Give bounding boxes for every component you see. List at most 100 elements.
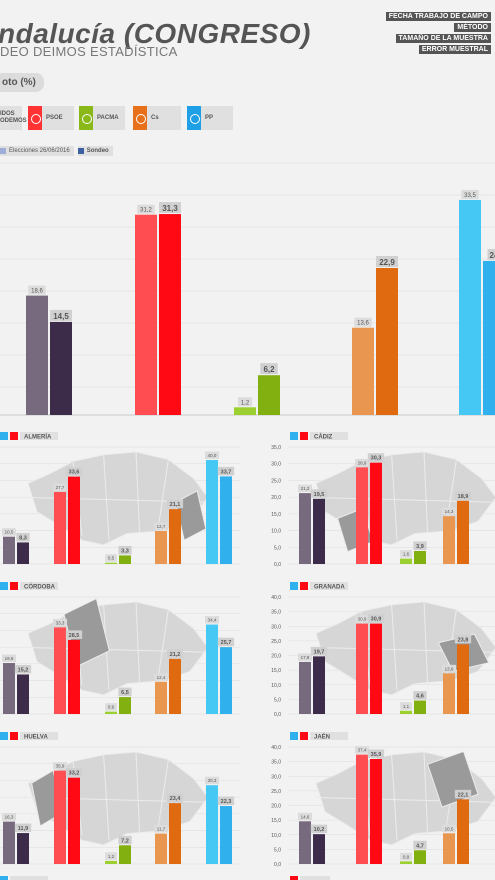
main-label-pacma-elecciones-bg <box>237 397 253 407</box>
panel-almeria-bar-podemos-sondeo <box>17 542 29 564</box>
panel-cadiz-bar-cs-sondeo <box>457 500 469 564</box>
panel-almeria-label-cs-sondeo-bg <box>166 499 184 509</box>
panel-huelva-label-cs-elecciones-bg <box>153 825 169 833</box>
panel-jaen-label-cs-elecciones: 10,5 <box>445 826 454 831</box>
party-podemos[interactable]: IDOS ODEMOS <box>0 106 27 130</box>
panel-jaen-border-2 <box>423 751 429 834</box>
panel-jaen-ytick-1: 35,0 <box>271 760 281 766</box>
panel-cadiz-bar-pacma-sondeo <box>414 550 426 564</box>
panel-almeria-bar-pacma-sondeo <box>119 555 131 564</box>
panel-huelva-label-podemos-elecciones-bg <box>1 813 17 821</box>
panel-granada-label-cs-sondeo: 23,8 <box>458 637 469 643</box>
main-label-cs-sondeo-bg <box>376 255 398 267</box>
panel-granada-label-podemos-sondeo: 19,7 <box>314 649 325 655</box>
panel-jaen-bar-podemos-sondeo <box>313 834 325 864</box>
panel-cordoba-label-podemos-sondeo: 15,2 <box>18 667 29 673</box>
panel-jaen-bar-cs-sondeo <box>457 799 469 864</box>
party-podemos-label: IDOS ODEMOS <box>0 111 27 124</box>
panel-cordoba-bar-pp-elecciones <box>206 624 218 714</box>
panel-huelva-bar-pacma-sondeo <box>119 845 131 864</box>
panel-huelva-bar-pp-sondeo <box>220 806 232 864</box>
panel-granada-label-pacma-elecciones-bg <box>400 702 412 710</box>
panel-huelva-label-pp-elecciones: 30,3 <box>208 778 217 783</box>
panel-granada-label-pacma-sondeo: 4,6 <box>416 694 424 700</box>
panel-granada-border-1 <box>391 604 398 691</box>
panel-cordoba-title: CÓRDOBA <box>24 583 56 591</box>
panel-almeria-label-podemos-elecciones: 10,5 <box>5 530 14 535</box>
panel-almeria-label-pacma-sondeo: 3,3 <box>121 548 129 554</box>
panel-cadiz-title-bg <box>310 432 348 440</box>
panel-cadiz-bar-cs-elecciones <box>443 516 455 564</box>
main-bar-pacma-elecciones <box>234 407 256 415</box>
panel-granada-label-podemos-sondeo-bg <box>310 646 328 656</box>
panel-huelva-bar-cs-elecciones <box>155 833 167 864</box>
panel-jaen-label-psoe-sondeo-bg <box>367 749 385 758</box>
party-pp[interactable]: PP <box>187 106 233 130</box>
panel-jaen-label-podemos-elecciones: 14,6 <box>301 814 310 819</box>
panel-huelva-label-pp-elecciones-bg <box>204 776 220 785</box>
panel-cordoba-label-pacma-elecciones: 0,9 <box>108 705 115 710</box>
panel-cadiz-label-cs-sondeo: 18,9 <box>458 494 469 500</box>
panel-granada-bar-pacma-elecciones <box>400 710 412 714</box>
next-panel-title-bg <box>10 876 48 880</box>
panel-granada-ytick-3: 25,0 <box>271 639 281 645</box>
panel-almeria-border-2 <box>135 451 141 534</box>
party-cs[interactable]: Cs <box>133 106 181 130</box>
panel-almeria-label-cs-elecciones-bg <box>153 522 169 530</box>
panel-cadiz-label-pacma-sondeo-bg <box>413 541 427 550</box>
legend-elecciones-label: Elecciones 26/06/2016 <box>9 148 70 154</box>
panel-jaen-label-cs-sondeo-bg <box>454 789 472 799</box>
panel-cadiz-ytick-5: 10,0 <box>271 529 281 535</box>
panel-almeria-label-pp-sondeo: 33,7 <box>221 469 232 475</box>
legend-swatch-elecciones <box>0 148 6 154</box>
panel-granada-flag-blue <box>290 582 298 590</box>
party-pacma[interactable]: PACMA <box>79 106 125 130</box>
cs-logo-icon <box>133 106 147 130</box>
panel-granada-bar-cs-elecciones <box>443 673 455 714</box>
main-label-cs-elecciones-bg <box>354 317 372 327</box>
panel-jaen-ytick-8: 0,0 <box>274 862 281 868</box>
panel-huelva-label-podemos-elecciones: 16,3 <box>5 815 14 820</box>
meta-box: FECHA TRABAJO DE CAMPO MÉTODO TAMAÑO DE … <box>385 12 491 56</box>
panel-granada-bar-psoe-sondeo <box>370 623 382 714</box>
meta-error: ERROR MUESTRAL <box>418 45 491 54</box>
panel-cordoba-label-pp-elecciones-bg <box>204 616 220 624</box>
panel-cadiz-label-podemos-sondeo: 19,5 <box>314 492 325 498</box>
panel-huelva-border-1 <box>103 754 110 841</box>
panel-cordoba-bar-cs-elecciones <box>155 681 167 714</box>
panel-almeria-title-bg <box>20 432 58 440</box>
main-bar-podemos-elecciones <box>26 295 48 415</box>
panel-almeria-title: ALMERÍA <box>24 433 52 441</box>
main-label-podemos-elecciones-bg <box>28 285 46 295</box>
panel-granada-label-cs-sondeo-bg <box>454 634 472 644</box>
legend-sondeo[interactable]: Sondeo <box>77 146 113 156</box>
panel-huelva-flag-red <box>10 732 18 740</box>
panel-almeria-label-podemos-elecciones-bg <box>1 528 17 536</box>
panel-almeria-bar-pp-elecciones <box>206 460 218 564</box>
main-label-pp-sondeo: 24 <box>490 251 495 260</box>
panel-cadiz-label-cs-elecciones-bg <box>441 507 457 516</box>
panel-cordoba-label-cs-elecciones-bg <box>153 673 169 681</box>
panel-huelva-label-pacma-sondeo: 7,2 <box>121 838 129 844</box>
party-psoe[interactable]: PSOE <box>28 106 74 130</box>
panel-jaen-bar-pacma-sondeo <box>414 850 426 864</box>
panel-huelva-bar-podemos-elecciones <box>3 821 15 864</box>
panel-jaen-ytick-0: 40,0 <box>271 745 281 751</box>
main-bar-pp-sondeo <box>483 260 495 415</box>
panel-cordoba-label-pacma-sondeo: 6,5 <box>121 690 129 696</box>
panel-cadiz-border-2 <box>423 451 429 534</box>
panel-almeria-border-1 <box>103 454 110 541</box>
panel-jaen-title: JAÉN <box>314 733 330 741</box>
panel-granada-label-cs-elecciones: 13,9 <box>445 666 454 671</box>
panel-huelva-label-pp-sondeo-bg <box>217 796 235 806</box>
panel-huelva-label-psoe-sondeo: 33,2 <box>69 771 80 777</box>
panel-granada-bar-podemos-sondeo <box>313 656 325 714</box>
panel-jaen-bar-pacma-elecciones <box>400 861 412 864</box>
panel-cordoba-label-pacma-elecciones-bg <box>105 703 117 711</box>
panel-cordoba-bar-podemos-sondeo <box>17 674 29 714</box>
panel-cadiz-label-podemos-sondeo-bg <box>310 489 328 498</box>
legend-elecciones[interactable]: Elecciones 26/06/2016 <box>0 146 74 156</box>
panel-granada-ytick-2: 30,0 <box>271 624 281 630</box>
panel-jaen-ytick-3: 25,0 <box>271 789 281 795</box>
panel-cadiz-border-1 <box>391 454 398 541</box>
